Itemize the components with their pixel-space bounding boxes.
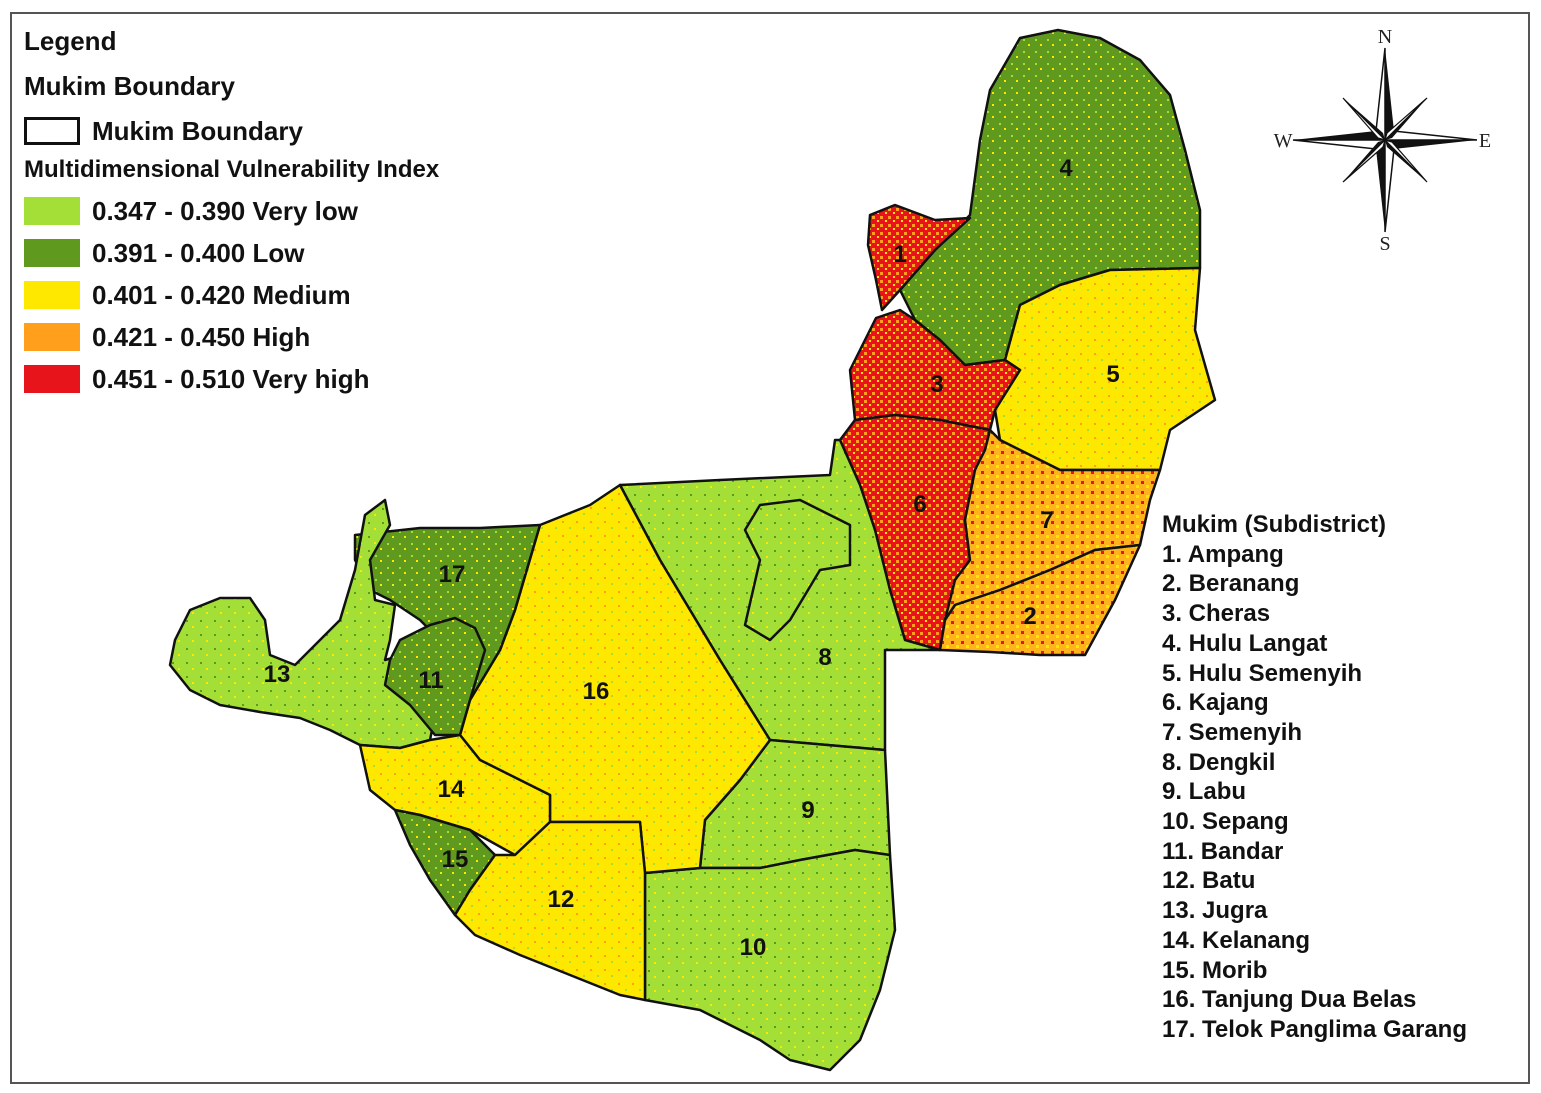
mukim-2-beranang bbox=[938, 543, 1142, 657]
label-7: 7 bbox=[1040, 507, 1053, 534]
label-15: 15 bbox=[442, 846, 469, 873]
label-5: 5 bbox=[1106, 361, 1119, 388]
legend-boundary-label: Mukim Boundary bbox=[92, 115, 303, 146]
legend-index-heading: Multidimensional Vulnerability Index bbox=[24, 156, 440, 183]
map-frame bbox=[10, 12, 1530, 1084]
mukim-list-item: 5. Hulu Semenyih bbox=[1162, 659, 1363, 687]
mukim-12-batu bbox=[453, 820, 647, 1002]
mukim-list-item: 3. Cheras bbox=[1162, 600, 1271, 628]
legend-swatch bbox=[24, 281, 80, 309]
mukim-13-jugra bbox=[168, 498, 442, 750]
legend-swatch bbox=[24, 323, 80, 351]
mukim-list-item: 10. Sepang bbox=[1162, 808, 1289, 836]
mukim-list-item: 6. Kajang bbox=[1162, 689, 1269, 717]
legend-boundary-heading: Mukim Boundary bbox=[24, 71, 235, 101]
compass-e: E bbox=[1479, 130, 1491, 152]
mukim-list-item: 12. Batu bbox=[1162, 867, 1256, 895]
legend-swatch bbox=[24, 239, 80, 267]
legend-classes: 0.347 - 0.390 Very low 0.391 - 0.400 Low 0… bbox=[24, 190, 439, 400]
mukim-list-item: 15. Morib bbox=[1162, 956, 1268, 984]
mukim-list-item: 1. Ampang bbox=[1162, 540, 1284, 568]
mukim-polygons bbox=[168, 28, 1217, 1072]
label-4: 4 bbox=[1059, 155, 1073, 182]
label-17: 17 bbox=[439, 561, 466, 588]
mukim-list-item: 2. Beranang bbox=[1162, 570, 1300, 598]
legend-class-row: 0.421 - 0.450 High bbox=[24, 316, 439, 358]
mukim-list-item: 17. Telok Panglima Garang bbox=[1162, 1015, 1467, 1043]
label-2: 2 bbox=[1023, 603, 1036, 630]
label-3: 3 bbox=[930, 371, 943, 398]
label-11: 11 bbox=[418, 667, 443, 694]
boundary-swatch bbox=[24, 117, 80, 145]
mukim-list-heading: Mukim (Subdistrict) bbox=[1162, 511, 1387, 538]
mukim-11-bandar bbox=[383, 616, 487, 737]
mukim-labels: 1 2 3 4 5 6 7 8 9 10 11 12 13 14 15 16 1… bbox=[264, 155, 1120, 961]
legend-class-label: 0.421 - 0.450 High bbox=[92, 321, 311, 352]
legend-swatch bbox=[24, 197, 80, 225]
compass-n: N bbox=[1378, 26, 1392, 48]
label-10: 10 bbox=[740, 934, 767, 961]
compass-s: S bbox=[1379, 233, 1390, 255]
legend-swatch bbox=[24, 365, 80, 393]
legend-title: Legend bbox=[24, 26, 117, 56]
mukim-list-item: 8. Dengkil bbox=[1162, 748, 1276, 776]
mukim-list: Mukim (Subdistrict) 1. Ampang 2. Beranang… bbox=[1162, 510, 1467, 1045]
label-6: 6 bbox=[913, 491, 926, 518]
mukim-items: 1. Ampang 2. Beranang 3. Cheras 4. Hulu Lan… bbox=[1162, 540, 1467, 1045]
mukim-list-item: 7. Semenyih bbox=[1162, 718, 1303, 746]
label-8: 8 bbox=[818, 644, 831, 671]
label-13: 13 bbox=[264, 661, 291, 688]
legend-class-label: 0.451 - 0.510 Very high bbox=[92, 363, 370, 394]
label-1: 1 bbox=[893, 241, 906, 268]
label-12: 12 bbox=[548, 886, 575, 913]
legend-class-row: 0.451 - 0.510 Very high bbox=[24, 358, 439, 400]
label-16: 16 bbox=[583, 678, 610, 705]
legend-class-label: 0.347 - 0.390 Very low bbox=[92, 195, 358, 226]
legend-class-row: 0.347 - 0.390 Very low bbox=[24, 190, 439, 232]
legend-class-label: 0.391 - 0.400 Low bbox=[92, 237, 305, 268]
mukim-list-item: 13. Jugra bbox=[1162, 897, 1268, 925]
legend-class-row: 0.401 - 0.420 Medium bbox=[24, 274, 439, 316]
mukim-list-item: 9. Labu bbox=[1162, 778, 1247, 806]
legend-class-row: 0.391 - 0.400 Low bbox=[24, 232, 439, 274]
compass-rose-icon: N S E W bbox=[1274, 26, 1492, 255]
mukim-10-sepang bbox=[643, 848, 897, 1072]
legend: Legend Mukim Boundary Mukim Boundary Mul… bbox=[24, 26, 439, 400]
label-14: 14 bbox=[438, 776, 465, 803]
legend-boundary-row: Mukim Boundary bbox=[24, 110, 439, 152]
mukim-list-item: 14. Kelanang bbox=[1162, 926, 1311, 954]
mukim-list-item: 16. Tanjung Dua Belas bbox=[1162, 986, 1417, 1014]
label-9: 9 bbox=[801, 797, 814, 824]
compass-w: W bbox=[1274, 130, 1293, 152]
mukim-list-item: 4. Hulu Langat bbox=[1162, 629, 1328, 657]
mukim-1-ampang bbox=[866, 203, 972, 312]
legend-class-label: 0.401 - 0.420 Medium bbox=[92, 279, 351, 310]
mukim-list-item: 11. Bandar bbox=[1162, 837, 1284, 865]
